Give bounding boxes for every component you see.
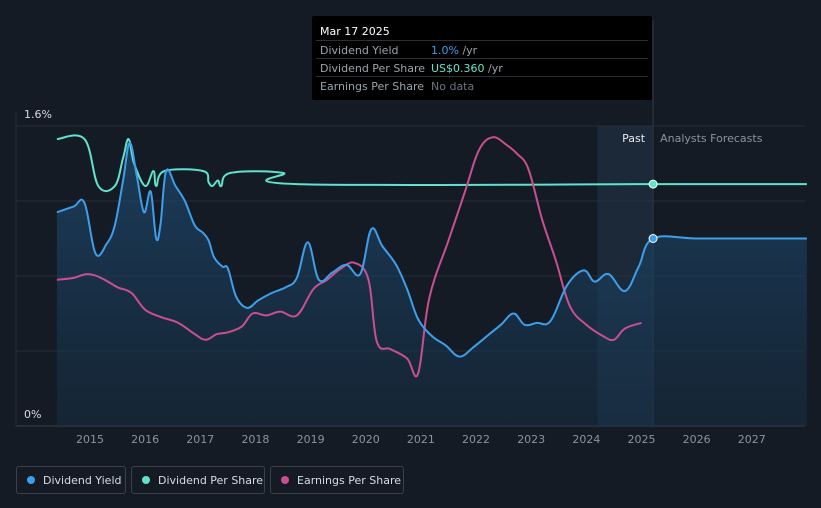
tooltip-row-dividend-per-share: Dividend Per Share US$0.360 /yr bbox=[316, 58, 648, 77]
x-tick-label: 2021 bbox=[407, 433, 435, 446]
legend-earnings-per-share[interactable]: Earnings Per Share bbox=[270, 466, 404, 494]
tooltip-label: Dividend Yield bbox=[320, 44, 399, 57]
chart-tooltip: Mar 17 2025 Dividend Yield 1.0% /yr Divi… bbox=[312, 16, 652, 100]
earnings-per-share-dot-icon bbox=[281, 476, 289, 484]
dividend-yield-line bbox=[56, 141, 807, 358]
legend-label: Earnings Per Share bbox=[297, 473, 402, 487]
tooltip-value: 1.0% bbox=[431, 44, 459, 57]
x-tick-label: 2020 bbox=[352, 433, 380, 446]
dividend-per-share-line bbox=[56, 134, 807, 193]
forecast-label: Analysts Forecasts bbox=[660, 132, 763, 145]
dividend-yield-area bbox=[56, 142, 807, 426]
tooltip-unit: /yr bbox=[488, 62, 503, 75]
dividend-yield-marker bbox=[648, 234, 658, 243]
dividend-yield-dot-icon bbox=[27, 476, 35, 484]
y-tick-label: 0% bbox=[24, 408, 41, 421]
y-tick-label: 1.6% bbox=[24, 108, 52, 121]
tooltip-value: No data bbox=[431, 80, 475, 93]
dividend-per-share-dot-icon bbox=[142, 476, 150, 484]
x-tick-label: 2025 bbox=[628, 433, 656, 446]
legend-dividend-yield[interactable]: Dividend Yield bbox=[16, 466, 126, 494]
tooltip-date: Mar 17 2025 bbox=[320, 25, 390, 38]
tooltip-label: Earnings Per Share bbox=[320, 80, 425, 93]
x-tick-label: 2022 bbox=[462, 433, 490, 446]
x-tick-label: 2019 bbox=[297, 433, 325, 446]
legend-label: Dividend Per Share bbox=[158, 473, 264, 487]
tooltip-label: Dividend Per Share bbox=[320, 62, 426, 75]
dividend-per-share-marker bbox=[648, 179, 658, 189]
tooltip-row-dividend-yield: Dividend Yield 1.0% /yr bbox=[316, 40, 648, 59]
x-tick-label: 2024 bbox=[572, 433, 600, 446]
x-tick-label: 2015 bbox=[76, 433, 104, 446]
tooltip-value: US$0.360 bbox=[431, 62, 485, 75]
legend-dividend-per-share[interactable]: Dividend Per Share bbox=[131, 466, 265, 494]
x-tick-label: 2017 bbox=[186, 433, 214, 446]
x-tick-label: 2016 bbox=[131, 433, 159, 446]
tooltip-row-earnings-per-share: Earnings Per Share No data bbox=[316, 76, 648, 95]
axis-labels: 1.6% 0% 2015 2016 2017 2018 2019 2020 2021 2022 20… bbox=[24, 108, 766, 446]
tooltip-unit: /yr bbox=[462, 44, 478, 57]
x-tick-label: 2018 bbox=[241, 433, 269, 446]
x-tick-label: 2026 bbox=[683, 433, 711, 446]
legend-label: Dividend Yield bbox=[43, 473, 122, 487]
past-label: Past bbox=[622, 132, 646, 145]
x-tick-label: 2023 bbox=[517, 433, 545, 446]
earnings-per-share-line bbox=[56, 136, 642, 378]
x-tick-label: 2027 bbox=[738, 433, 766, 446]
